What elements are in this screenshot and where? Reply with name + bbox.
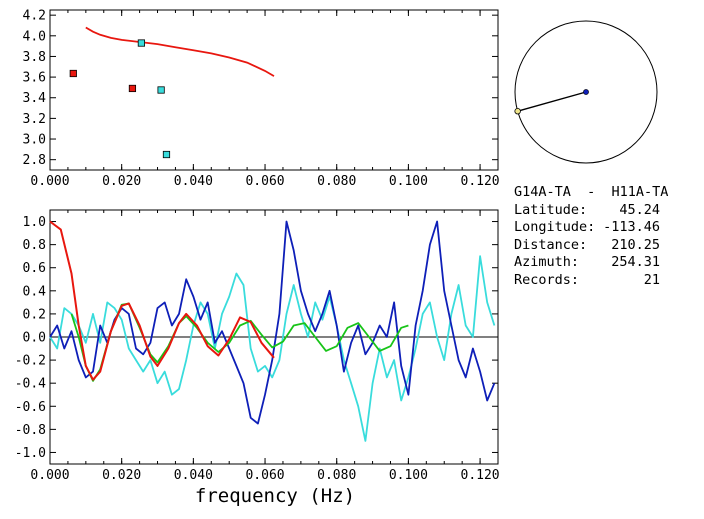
x-tick-label: 0.120 xyxy=(461,174,500,189)
y-tick-label: -0.4 xyxy=(15,377,46,392)
x-tick-label: 0.100 xyxy=(389,174,428,189)
series-line-red xyxy=(49,220,275,381)
info-label: Longitude: xyxy=(514,219,596,236)
plot-frame xyxy=(49,9,499,171)
x-tick-label: 0.060 xyxy=(245,468,284,483)
y-tick-label: 0.2 xyxy=(23,307,46,322)
series-line-cyan xyxy=(49,255,496,442)
x-tick-label: 0.080 xyxy=(317,468,356,483)
y-tick-label: -0.6 xyxy=(15,400,46,415)
x-tick-label: 0.040 xyxy=(174,174,213,189)
y-tick-label: 0.8 xyxy=(23,238,46,253)
dispersion-point xyxy=(69,69,77,78)
correlation-panel: 0.000 0.020 0.040 0.060 0.080 0.100 0.120 1.0 0.… xyxy=(15,209,500,483)
x-tick-label: 0.020 xyxy=(102,174,141,189)
info-row-azimuth: Azimuth: 254.31 xyxy=(514,254,700,272)
info-label: Distance: xyxy=(514,236,588,253)
y-tick-label: 3.6 xyxy=(23,71,46,86)
y-tick-label: 3.4 xyxy=(23,91,47,106)
x-tick-label: 0.080 xyxy=(317,174,356,189)
info-row-records: Records: 21 xyxy=(514,272,700,290)
y-tick-label: 4.2 xyxy=(23,9,46,24)
x-tick-label: 0.000 xyxy=(30,468,69,483)
dispersion-panel: 0.000 0.020 0.040 0.060 0.080 0.100 0.120 2.8 3.… xyxy=(23,9,500,189)
series-line-blue xyxy=(49,220,496,425)
y-tick-label: -0.2 xyxy=(15,354,46,369)
station-info-panel: G14A-TA - H11A-TA Latitude: 45.24 Longitu… xyxy=(514,184,700,290)
y-tick-label: -1.0 xyxy=(15,446,46,461)
dispersion-point xyxy=(128,84,137,93)
y-tick-label: 2.8 xyxy=(23,153,46,168)
azimuth-circle-panel xyxy=(514,20,658,164)
info-value: -113.46 xyxy=(603,219,660,236)
info-value: 21 xyxy=(643,271,660,288)
x-tick-label: 0.020 xyxy=(102,468,141,483)
y-tick-label: 0.6 xyxy=(23,261,46,276)
info-row-distance: Distance: 210.25 xyxy=(514,237,700,255)
y-tick-label: -0.8 xyxy=(15,423,46,438)
info-label: Latitude: xyxy=(514,201,588,218)
x-tick-label: 0.100 xyxy=(389,468,428,483)
y-tick-label: 3.2 xyxy=(23,112,46,127)
info-label: Records: xyxy=(514,271,580,288)
station-pair-title: G14A-TA - H11A-TA xyxy=(514,184,669,200)
info-value: 45.24 xyxy=(619,201,660,218)
y-tick-label: 1.0 xyxy=(23,215,46,230)
x-axis-label: frequency (Hz) xyxy=(195,485,355,507)
dispersion-point xyxy=(137,39,145,47)
azimuth-line xyxy=(517,91,587,112)
x-tick-label: 0.040 xyxy=(174,468,213,483)
azimuth-end-dot xyxy=(514,108,521,115)
info-label: Azimuth: xyxy=(514,254,580,271)
dispersion-curve xyxy=(85,26,275,77)
x-tick-label: 0.000 xyxy=(30,174,69,189)
x-tick-label: 0.120 xyxy=(461,468,500,483)
station-dot xyxy=(583,89,589,95)
info-row-latitude: Latitude: 45.24 xyxy=(514,202,700,220)
dispersion-point xyxy=(162,150,171,159)
info-value: 254.31 xyxy=(611,254,660,271)
dispersion-point xyxy=(157,86,165,94)
series-line-green xyxy=(70,302,409,382)
y-tick-label: 0.0 xyxy=(23,331,46,346)
y-tick-label: 4.0 xyxy=(23,29,46,44)
info-value: 210.25 xyxy=(611,236,660,253)
y-tick-label: 3.0 xyxy=(23,133,46,148)
x-tick-label: 0.060 xyxy=(245,174,284,189)
info-row-longitude: Longitude: -113.46 xyxy=(514,219,700,237)
azimuth-circle xyxy=(514,20,658,164)
y-tick-label: 0.4 xyxy=(23,284,47,299)
y-tick-label: 3.8 xyxy=(23,50,46,65)
